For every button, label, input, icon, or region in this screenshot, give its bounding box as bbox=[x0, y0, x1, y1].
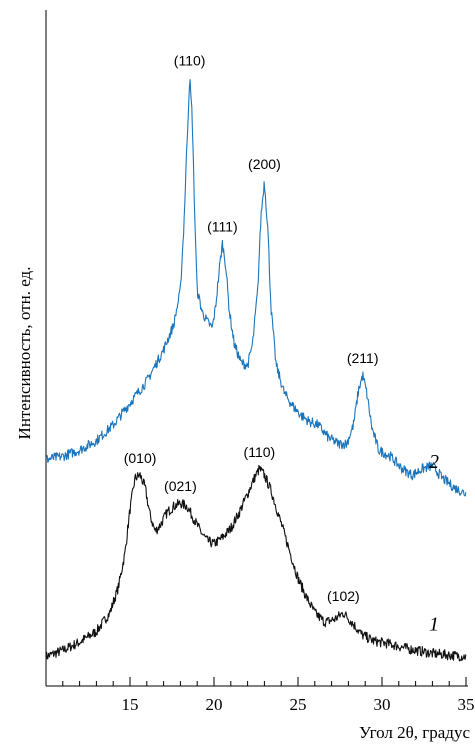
peak-labels: (010) (021) (110) (102) (110) (111) (200) (211) bbox=[124, 53, 379, 604]
x-tick-label: 35 bbox=[458, 695, 475, 714]
peak-label: (021) bbox=[164, 478, 197, 494]
y-axis-title: Интенсивность, отн. ед. bbox=[15, 267, 34, 440]
series-2-line bbox=[45, 79, 467, 497]
x-tick-label: 25 bbox=[290, 695, 307, 714]
peak-label: (102) bbox=[327, 588, 360, 604]
series-numbers: 12 bbox=[429, 451, 439, 636]
x-ticks bbox=[62, 677, 467, 686]
x-tick-label: 15 bbox=[122, 695, 139, 714]
peak-label: (200) bbox=[248, 156, 281, 172]
series-1-line bbox=[45, 464, 467, 662]
series-group bbox=[45, 79, 467, 662]
peak-label: (110) bbox=[244, 444, 276, 460]
x-tick-label: 20 bbox=[206, 695, 223, 714]
x-tick-label: 30 bbox=[374, 695, 391, 714]
series-2-number: 2 bbox=[429, 451, 439, 473]
series-1-number: 1 bbox=[429, 614, 439, 636]
peak-label: (211) bbox=[347, 350, 379, 366]
peak-label: (111) bbox=[207, 218, 238, 234]
x-tick-labels: 15 20 25 30 35 bbox=[122, 695, 475, 714]
peak-label: (010) bbox=[124, 450, 157, 466]
peak-label: (110) bbox=[174, 53, 206, 69]
axes bbox=[45, 10, 468, 687]
x-axis-title: Угол 2θ, градус bbox=[359, 723, 470, 742]
